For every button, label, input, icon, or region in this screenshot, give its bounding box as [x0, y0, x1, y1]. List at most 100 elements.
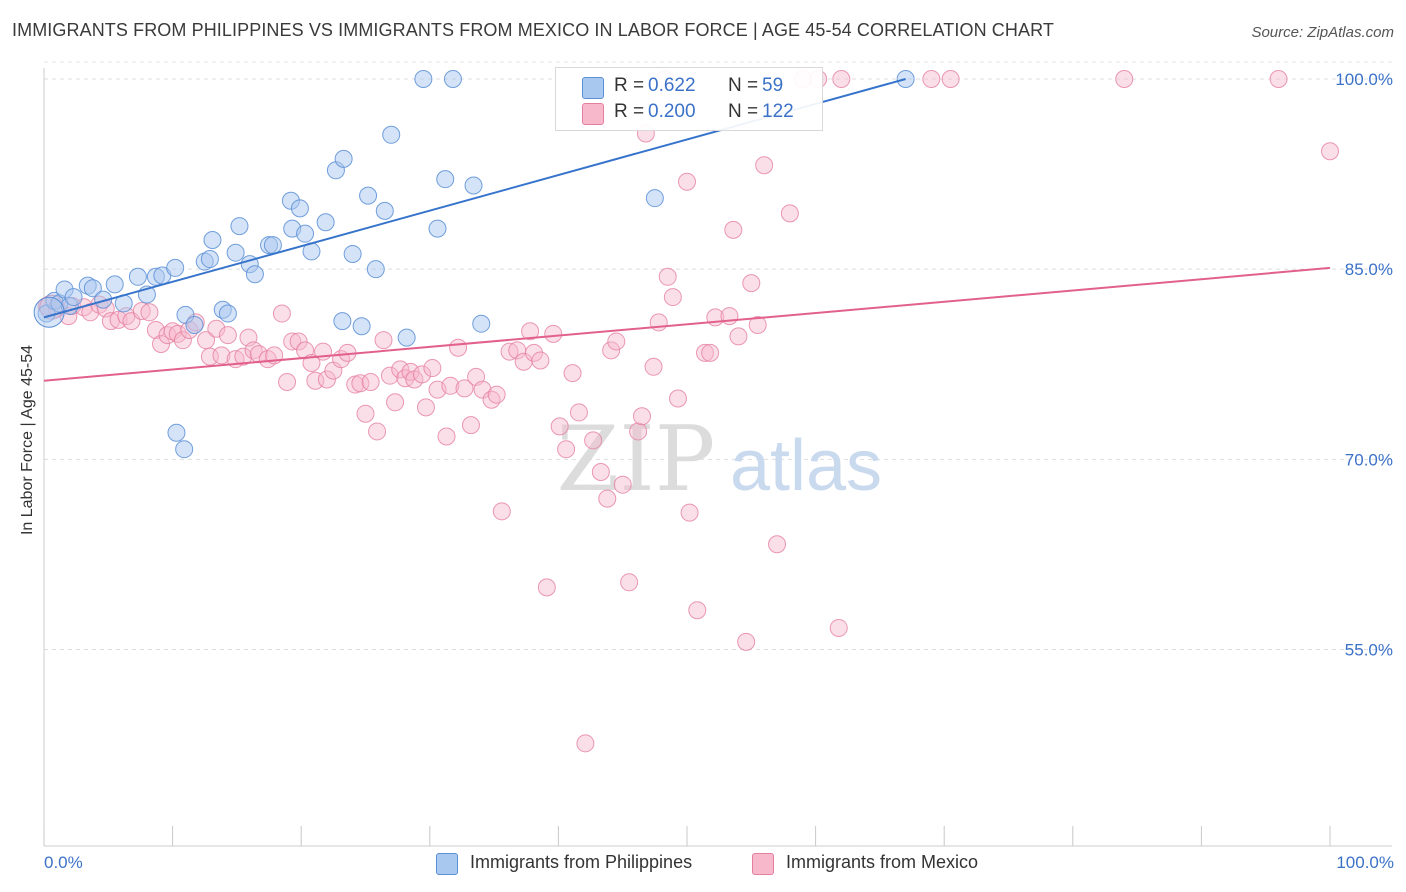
mexico-point: [644, 357, 663, 376]
stats-legend: R = 0.622 N = 59 R = 0.200 N = 122: [555, 67, 823, 131]
mexico-point: [1269, 70, 1288, 89]
philippines-point: [296, 224, 315, 243]
mexico-point: [278, 373, 297, 392]
mexico-point: [449, 338, 468, 357]
mexico-point: [272, 304, 291, 323]
philippines-point: [83, 279, 102, 298]
mexico-point: [688, 601, 707, 620]
philippines-legend-swatch: [436, 853, 458, 875]
mexico-point: [391, 360, 410, 379]
y-axis-label-wrap: In Labor Force | Age 45-54: [18, 300, 38, 580]
philippines-point: [226, 243, 245, 262]
y-tick-label: 70.0%: [1345, 450, 1393, 469]
mexico-point: [569, 403, 588, 422]
bottom-legend-philippines: Immigrants from Philippines: [436, 852, 736, 876]
philippines-point: [105, 275, 124, 294]
legend-n-value: 122: [762, 101, 794, 122]
mexico-legend-label: Immigrants from Mexico: [786, 852, 979, 872]
philippines-point: [128, 267, 147, 286]
mexico-point: [613, 475, 632, 494]
mexico-point: [602, 341, 621, 360]
legend-row-philippines: R = 0.622 N = 59: [556, 75, 822, 101]
mexico-point: [729, 327, 748, 346]
philippines-points: [33, 70, 915, 459]
mexico-point: [832, 70, 851, 89]
mexico-point: [658, 267, 677, 286]
philippines-swatch: [582, 77, 604, 99]
philippines-point: [343, 244, 362, 263]
philippines-point: [263, 236, 282, 255]
mexico-point: [576, 734, 595, 753]
mexico-point: [737, 632, 756, 651]
mexico-point: [473, 380, 492, 399]
philippines-point: [218, 304, 237, 323]
philippines-point: [359, 186, 378, 205]
mexico-point: [132, 302, 151, 321]
philippines-point: [397, 328, 416, 347]
mexico-point: [152, 334, 171, 353]
philippines-point: [200, 250, 219, 269]
mexico-point: [557, 440, 576, 459]
philippines-point: [203, 231, 222, 250]
mexico-point: [544, 324, 563, 343]
legend-n-label: N =: [728, 101, 759, 122]
mexico-point: [537, 578, 556, 597]
mexico-point: [524, 343, 543, 362]
philippines-point: [334, 149, 353, 168]
mexico-point: [1321, 142, 1339, 161]
mexico-swatch: [582, 103, 604, 125]
mexico-legend-swatch: [752, 853, 774, 875]
mexico-points: [37, 70, 1339, 753]
philippines-point: [436, 170, 455, 189]
mexico-point: [780, 204, 799, 223]
philippines-point: [230, 217, 249, 236]
mexico-point: [413, 365, 432, 384]
y-tick-label: 55.0%: [1345, 641, 1393, 660]
philippines-point: [316, 213, 335, 232]
mexico-point: [521, 322, 540, 341]
legend-n-label: N =: [728, 75, 759, 96]
mexico-point: [598, 489, 617, 508]
mexico-point: [207, 319, 226, 338]
philippines-point: [185, 315, 204, 334]
zipatlas-watermark: ZIP atlas: [557, 407, 882, 512]
source-credit: Source: ZipAtlas.com: [1251, 24, 1394, 41]
philippines-point: [472, 314, 491, 333]
mexico-point: [492, 502, 511, 521]
mexico-point: [629, 422, 648, 441]
mexico-point: [416, 398, 435, 417]
mexico-point: [482, 390, 501, 409]
x-tick-left: 0.0%: [44, 853, 83, 872]
mexico-point: [531, 351, 550, 370]
watermark-zip: ZIP: [557, 407, 716, 512]
mexico-point: [173, 331, 192, 350]
mexico-point: [941, 70, 960, 89]
mexico-point: [380, 366, 399, 385]
mexico-point: [768, 535, 787, 554]
mexico-point: [748, 315, 767, 334]
y-tick-label: 100.0%: [1335, 70, 1393, 89]
legend-r-label: R =: [614, 75, 645, 96]
mexico-point: [218, 326, 237, 345]
philippines-point: [366, 260, 385, 279]
mexico-point: [620, 573, 639, 592]
mexico-point: [441, 376, 460, 395]
mexico-point: [386, 393, 405, 412]
mexico-point: [922, 70, 941, 89]
mexico-point: [742, 274, 761, 293]
chart-title: IMMIGRANTS FROM PHILIPPINES VS IMMIGRANT…: [12, 20, 1054, 40]
mexico-point: [701, 343, 720, 362]
y-tick-labels: 55.0% 70.0% 85.0% 100.0%: [1335, 70, 1393, 659]
mexico-point: [368, 422, 387, 441]
x-tick-right: 100.0%: [1336, 853, 1394, 872]
mexico-point: [361, 373, 380, 392]
axes: [43, 68, 1392, 847]
mexico-point: [437, 427, 456, 446]
philippines-point: [167, 423, 186, 442]
mexico-point: [696, 343, 715, 362]
philippines-point: [245, 265, 264, 284]
mexico-point: [680, 503, 699, 522]
mexico-point: [591, 463, 610, 482]
philippines-point: [64, 288, 83, 307]
